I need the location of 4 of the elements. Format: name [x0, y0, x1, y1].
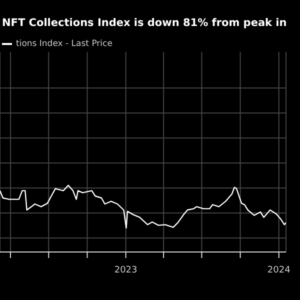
- legend-label: tions Index - Last Price: [16, 39, 112, 49]
- chart-title: NFT Collections Index is down 81% from peak in: [2, 17, 287, 29]
- x-tick-label: 2023: [114, 265, 138, 276]
- x-tick-label: 2024: [267, 265, 291, 276]
